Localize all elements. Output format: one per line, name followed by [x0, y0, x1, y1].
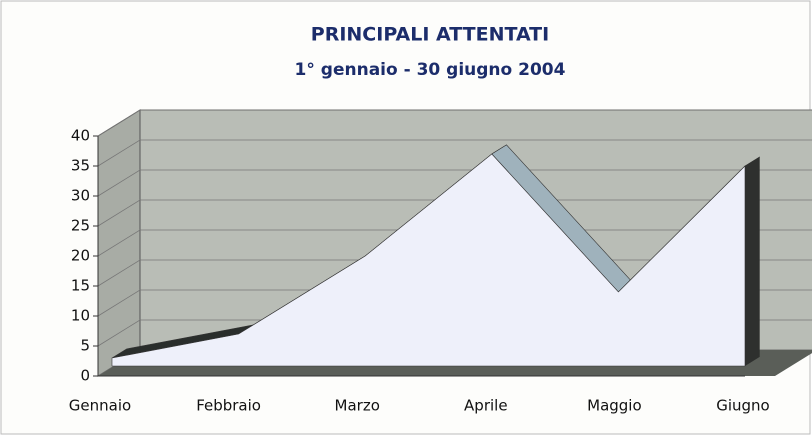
- chart-subtitle: 1° gennaio - 30 giugno 2004: [295, 60, 566, 80]
- x-tick-label: Gennaio: [69, 397, 131, 415]
- area: [111, 153, 746, 367]
- y-tick-label: 5: [80, 337, 90, 355]
- chart-title: PRINCIPALI ATTENTATI: [311, 24, 549, 46]
- x-tick-label: Giugno: [716, 397, 770, 415]
- grid-line: [97, 169, 812, 197]
- y-tick-label: 25: [71, 217, 90, 235]
- y-tick-label: 40: [71, 127, 90, 145]
- y-tick-label: 20: [71, 247, 90, 265]
- y-tick-label: 10: [71, 307, 90, 325]
- y-tick-label: 30: [71, 187, 90, 205]
- grid-line: [97, 109, 812, 137]
- grid-line: [97, 229, 812, 257]
- y-tick-label: 0: [80, 367, 90, 385]
- x-tick-label: Marzo: [335, 397, 380, 415]
- x-tick-label: Maggio: [587, 397, 642, 415]
- grid-line: [97, 139, 812, 167]
- area-end: [745, 156, 760, 366]
- x-tick-label: Aprile: [464, 397, 508, 415]
- grid-line: [97, 199, 812, 227]
- y-tick-label: 35: [71, 157, 90, 175]
- y-tick-label: 15: [71, 277, 90, 295]
- x-tick-label: Febbraio: [196, 397, 261, 415]
